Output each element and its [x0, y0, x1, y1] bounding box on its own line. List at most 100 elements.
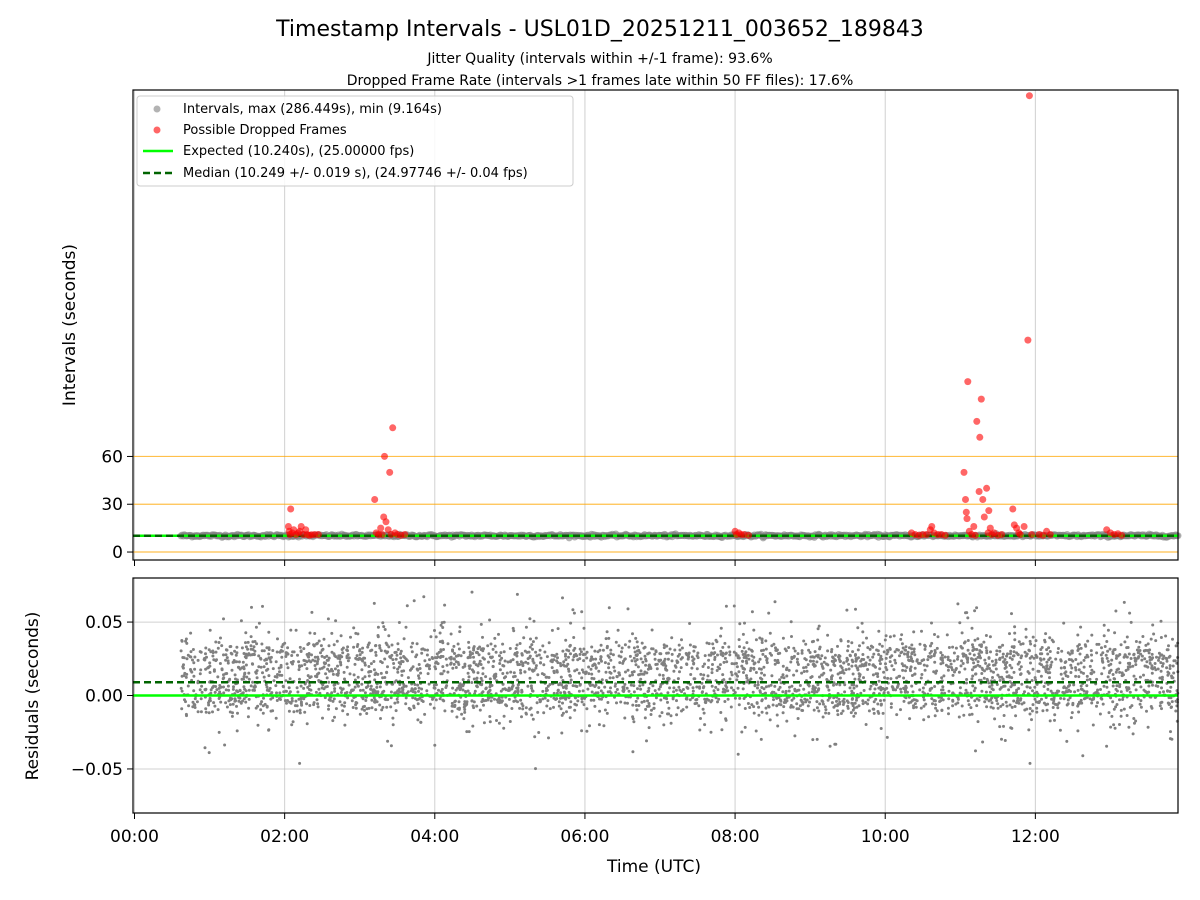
- residual-point: [933, 660, 937, 664]
- residual-point: [636, 665, 640, 669]
- residual-point: [415, 653, 419, 657]
- residual-point: [458, 625, 462, 629]
- residual-point: [213, 690, 217, 694]
- residual-point: [701, 677, 705, 681]
- residual-point: [564, 652, 567, 656]
- residual-point: [355, 654, 359, 658]
- residual-point: [877, 711, 881, 715]
- residual-point: [590, 672, 594, 676]
- residual-point: [653, 689, 657, 693]
- residual-point: [710, 651, 714, 655]
- residual-point: [623, 682, 627, 686]
- residual-point: [874, 683, 878, 687]
- residual-point: [226, 684, 230, 688]
- residual-point: [376, 672, 380, 676]
- residual-point: [972, 653, 976, 657]
- residual-point: [759, 667, 763, 671]
- residual-point: [751, 659, 755, 663]
- residual-point: [565, 710, 568, 714]
- residual-point: [1085, 684, 1089, 688]
- residual-point: [393, 680, 397, 684]
- residual-point: [634, 636, 638, 640]
- residual-point: [262, 649, 266, 653]
- residual-point: [547, 736, 550, 740]
- residual-point: [792, 696, 796, 700]
- residual-point: [416, 668, 420, 672]
- residual-point: [320, 666, 324, 670]
- residual-point: [372, 601, 376, 605]
- residual-point: [751, 690, 755, 694]
- residual-point: [518, 706, 522, 710]
- residual-point: [752, 666, 756, 670]
- residual-point: [550, 666, 554, 670]
- residual-point: [1140, 654, 1144, 658]
- residual-point: [865, 636, 868, 640]
- residual-point: [443, 603, 447, 607]
- residual-point: [488, 677, 492, 681]
- residual-point: [969, 706, 973, 710]
- residual-point: [223, 743, 227, 747]
- residual-point: [191, 648, 195, 651]
- residual-point: [1039, 674, 1043, 678]
- residual-point: [762, 665, 766, 669]
- residual-point: [904, 684, 908, 688]
- residual-point: [287, 709, 291, 713]
- residual-point: [222, 691, 226, 695]
- residual-point: [396, 700, 400, 704]
- residual-point: [398, 683, 402, 686]
- residual-point: [680, 690, 683, 694]
- residual-point: [391, 716, 395, 720]
- residual-point: [415, 642, 419, 646]
- residual-point: [1154, 684, 1158, 688]
- residual-point: [441, 698, 445, 702]
- residual-point: [212, 701, 216, 705]
- residual-point: [940, 676, 944, 680]
- residual-point: [745, 674, 748, 678]
- residual-point: [192, 674, 196, 678]
- residual-point: [621, 677, 625, 681]
- residual-point: [480, 691, 484, 695]
- residual-point: [349, 635, 352, 639]
- residual-point: [991, 706, 995, 710]
- residual-point: [512, 699, 516, 703]
- residual-point: [1044, 668, 1048, 672]
- residual-point: [507, 697, 511, 701]
- residual-point: [600, 697, 603, 701]
- residual-point: [747, 657, 751, 661]
- residual-point: [316, 660, 319, 664]
- residual-point: [665, 644, 669, 648]
- residual-point: [434, 635, 438, 639]
- residual-point: [459, 683, 463, 687]
- residual-point: [593, 704, 597, 708]
- residual-point: [467, 640, 471, 644]
- residual-point: [643, 654, 647, 658]
- residual-point: [367, 670, 371, 674]
- residual-point: [811, 659, 815, 663]
- residual-point: [1102, 666, 1106, 670]
- residual-point: [930, 649, 933, 653]
- residual-point: [647, 726, 651, 730]
- residual-point: [1033, 685, 1037, 689]
- residual-point: [882, 698, 886, 702]
- dropped-frame-point: [941, 531, 949, 539]
- residual-point: [901, 646, 905, 650]
- residual-point: [347, 656, 351, 660]
- residual-point: [871, 707, 875, 711]
- residual-point: [568, 716, 572, 720]
- residual-point: [973, 686, 977, 690]
- residual-point: [902, 687, 906, 691]
- residual-point: [1005, 670, 1009, 674]
- residual-point: [852, 683, 856, 687]
- residual-point: [971, 674, 975, 678]
- residual-point: [810, 690, 814, 694]
- residual-point: [1007, 688, 1011, 692]
- residual-point: [251, 688, 255, 692]
- residual-point: [976, 663, 980, 667]
- dropped-frame-point: [382, 518, 390, 526]
- residual-point: [411, 641, 415, 645]
- residual-point: [364, 699, 368, 702]
- residual-point: [1080, 701, 1084, 705]
- dropped-frame-point: [983, 484, 991, 492]
- residual-point: [199, 650, 203, 654]
- residual-point: [639, 687, 643, 691]
